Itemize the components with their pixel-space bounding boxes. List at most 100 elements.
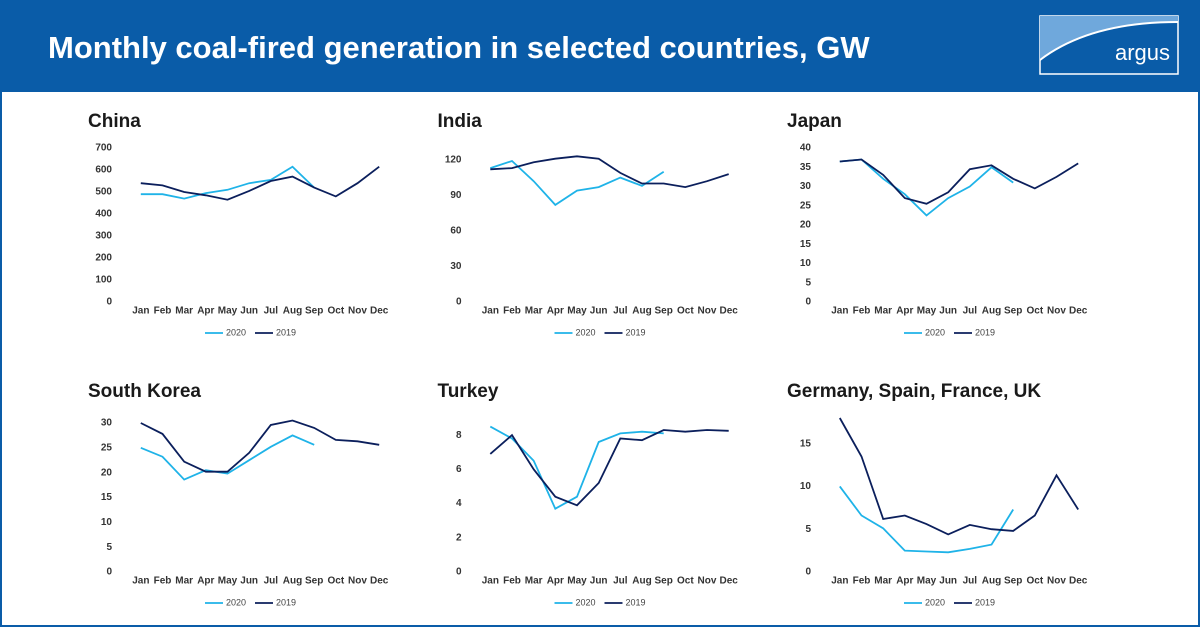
x-tick-label: Jan (831, 576, 848, 587)
y-tick-label: 0 (106, 567, 112, 578)
x-tick-label: Sep (1004, 576, 1022, 587)
x-tick-label: Aug (632, 306, 651, 317)
y-tick-label: 200 (95, 253, 112, 264)
x-tick-label: Feb (154, 306, 172, 317)
x-tick-label: Nov (698, 306, 717, 317)
y-tick-label: 0 (106, 297, 112, 308)
legend-label: 2019 (975, 597, 995, 607)
x-tick-label: Jun (939, 576, 957, 587)
series-line (490, 155, 729, 189)
legend-label: 2020 (576, 327, 596, 337)
y-tick-label: 0 (456, 297, 462, 308)
series-line (140, 419, 380, 473)
y-tick-label: 40 (800, 143, 812, 154)
x-tick-label: Sep (654, 576, 672, 587)
x-tick-label: Oct (677, 306, 694, 317)
x-tick-label: Apr (547, 576, 564, 587)
x-tick-label: Jan (482, 306, 499, 317)
x-tick-label: Mar (874, 306, 892, 317)
y-tick-label: 2 (456, 532, 462, 543)
y-tick-label: 5 (106, 542, 112, 553)
chart-title: India (438, 111, 483, 132)
x-tick-label: Mar (525, 576, 543, 587)
x-tick-label: Oct (677, 576, 694, 587)
x-tick-label: Jan (132, 306, 149, 317)
logo-text: argus (1115, 40, 1170, 65)
y-tick-label: 5 (805, 277, 811, 288)
legend-label: 2019 (626, 327, 646, 337)
legend-label: 2019 (276, 327, 296, 337)
series-line (140, 165, 380, 201)
x-tick-label: Oct (1026, 576, 1043, 587)
y-tick-label: 20 (101, 467, 113, 478)
x-tick-label: Jul (963, 576, 978, 587)
chart-title: China (88, 111, 141, 132)
x-tick-label: Nov (348, 306, 367, 317)
y-tick-label: 15 (800, 438, 812, 449)
chart-title: South Korea (88, 381, 201, 402)
x-tick-label: May (218, 576, 238, 587)
chart-title: Turkey (438, 381, 499, 402)
y-tick-label: 10 (800, 258, 812, 269)
x-tick-label: Dec (1069, 576, 1088, 587)
x-tick-label: Sep (305, 306, 323, 317)
y-tick-label: 400 (95, 209, 112, 220)
series-line (140, 434, 315, 481)
x-tick-label: Oct (327, 306, 344, 317)
header (0, 0, 1200, 92)
series-line (839, 485, 1014, 554)
x-tick-label: Jun (939, 306, 957, 317)
y-tick-label: 700 (95, 143, 112, 154)
y-tick-label: 8 (456, 430, 462, 441)
x-tick-label: Sep (1004, 306, 1022, 317)
series-line (839, 158, 1079, 205)
x-tick-label: Dec (370, 306, 389, 317)
x-tick-label: Apr (896, 576, 913, 587)
y-tick-label: 15 (101, 492, 113, 503)
x-tick-label: Jun (240, 576, 258, 587)
x-tick-label: Feb (503, 576, 521, 587)
y-tick-label: 15 (800, 239, 812, 250)
y-tick-label: 25 (101, 442, 113, 453)
x-tick-label: Feb (853, 306, 871, 317)
x-tick-label: Jul (264, 576, 279, 587)
y-tick-label: 0 (805, 297, 811, 308)
series-line (490, 159, 665, 207)
x-tick-label: Aug (283, 576, 302, 587)
x-tick-label: Feb (154, 576, 172, 587)
chart-title: Germany, Spain, France, UK (787, 381, 1041, 402)
x-tick-label: Nov (348, 576, 367, 587)
y-tick-label: 30 (450, 261, 462, 272)
x-tick-label: Sep (305, 576, 323, 587)
x-tick-label: Apr (197, 306, 214, 317)
x-tick-label: Jul (963, 306, 978, 317)
logo-curve (1039, 21, 1179, 61)
x-tick-label: Feb (503, 306, 521, 317)
series-line (839, 158, 1014, 217)
y-tick-label: 20 (800, 220, 812, 231)
x-tick-label: May (567, 306, 587, 317)
x-tick-label: Nov (1047, 576, 1066, 587)
legend-label: 2019 (975, 327, 995, 337)
y-tick-label: 300 (95, 231, 112, 242)
x-tick-label: Dec (1069, 306, 1088, 317)
x-tick-label: Aug (982, 306, 1001, 317)
y-tick-label: 10 (101, 517, 113, 528)
y-tick-label: 35 (800, 162, 812, 173)
legend-label: 2020 (226, 327, 246, 337)
series-line (140, 165, 315, 200)
x-tick-label: Nov (698, 576, 717, 587)
x-tick-label: Oct (1026, 306, 1043, 317)
y-tick-label: 500 (95, 187, 112, 198)
y-tick-label: 0 (456, 567, 462, 578)
x-tick-label: Dec (719, 576, 738, 587)
y-tick-label: 30 (101, 418, 113, 429)
logo: argus (1039, 15, 1179, 75)
x-tick-label: Mar (175, 576, 193, 587)
legend-label: 2020 (925, 597, 945, 607)
legend-label: 2020 (925, 327, 945, 337)
x-tick-label: Aug (632, 576, 651, 587)
y-tick-label: 0 (805, 567, 811, 578)
y-tick-label: 120 (445, 154, 462, 165)
x-tick-label: Apr (547, 306, 564, 317)
